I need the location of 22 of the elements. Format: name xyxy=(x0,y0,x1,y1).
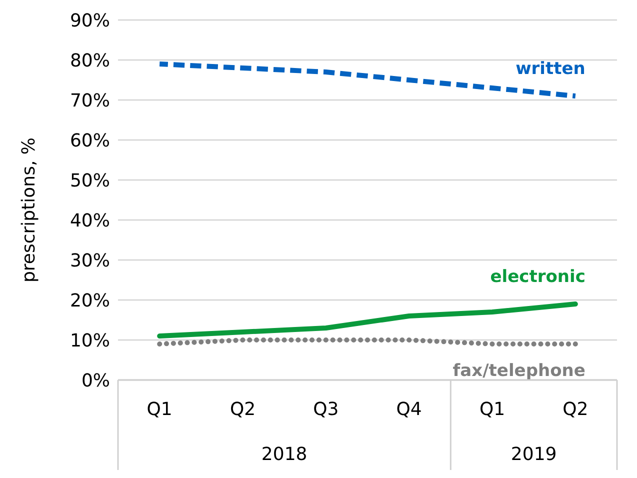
y-tick-label: 80% xyxy=(70,50,110,72)
x-tick-label: Q2 xyxy=(230,398,256,420)
x-tick-label: Q2 xyxy=(562,398,588,420)
y-tick-label: 50% xyxy=(70,170,110,192)
y-tick-label: 60% xyxy=(70,130,110,152)
text: 2018 xyxy=(261,444,308,465)
y-tick-label: 70% xyxy=(70,90,110,112)
y-tick-label: 90% xyxy=(70,10,110,32)
y-tick-label: 10% xyxy=(70,330,110,352)
x-tick-label: Q1 xyxy=(479,398,506,420)
series-label: electronic xyxy=(490,267,586,287)
text: 2019 xyxy=(510,444,557,465)
y-axis-title: prescriptions, % xyxy=(18,137,40,283)
y-tick-label: 0% xyxy=(81,370,110,392)
y-tick-label: 30% xyxy=(70,250,110,272)
y-tick-label: 20% xyxy=(70,290,110,312)
series-label: fax/telephone xyxy=(452,361,586,381)
x-tick-label: Q1 xyxy=(146,398,172,420)
series-label: written xyxy=(516,59,586,79)
x-tick-label: Q3 xyxy=(313,398,339,420)
x-tick-label: Q4 xyxy=(396,398,422,420)
y-tick-label: 40% xyxy=(70,210,110,232)
